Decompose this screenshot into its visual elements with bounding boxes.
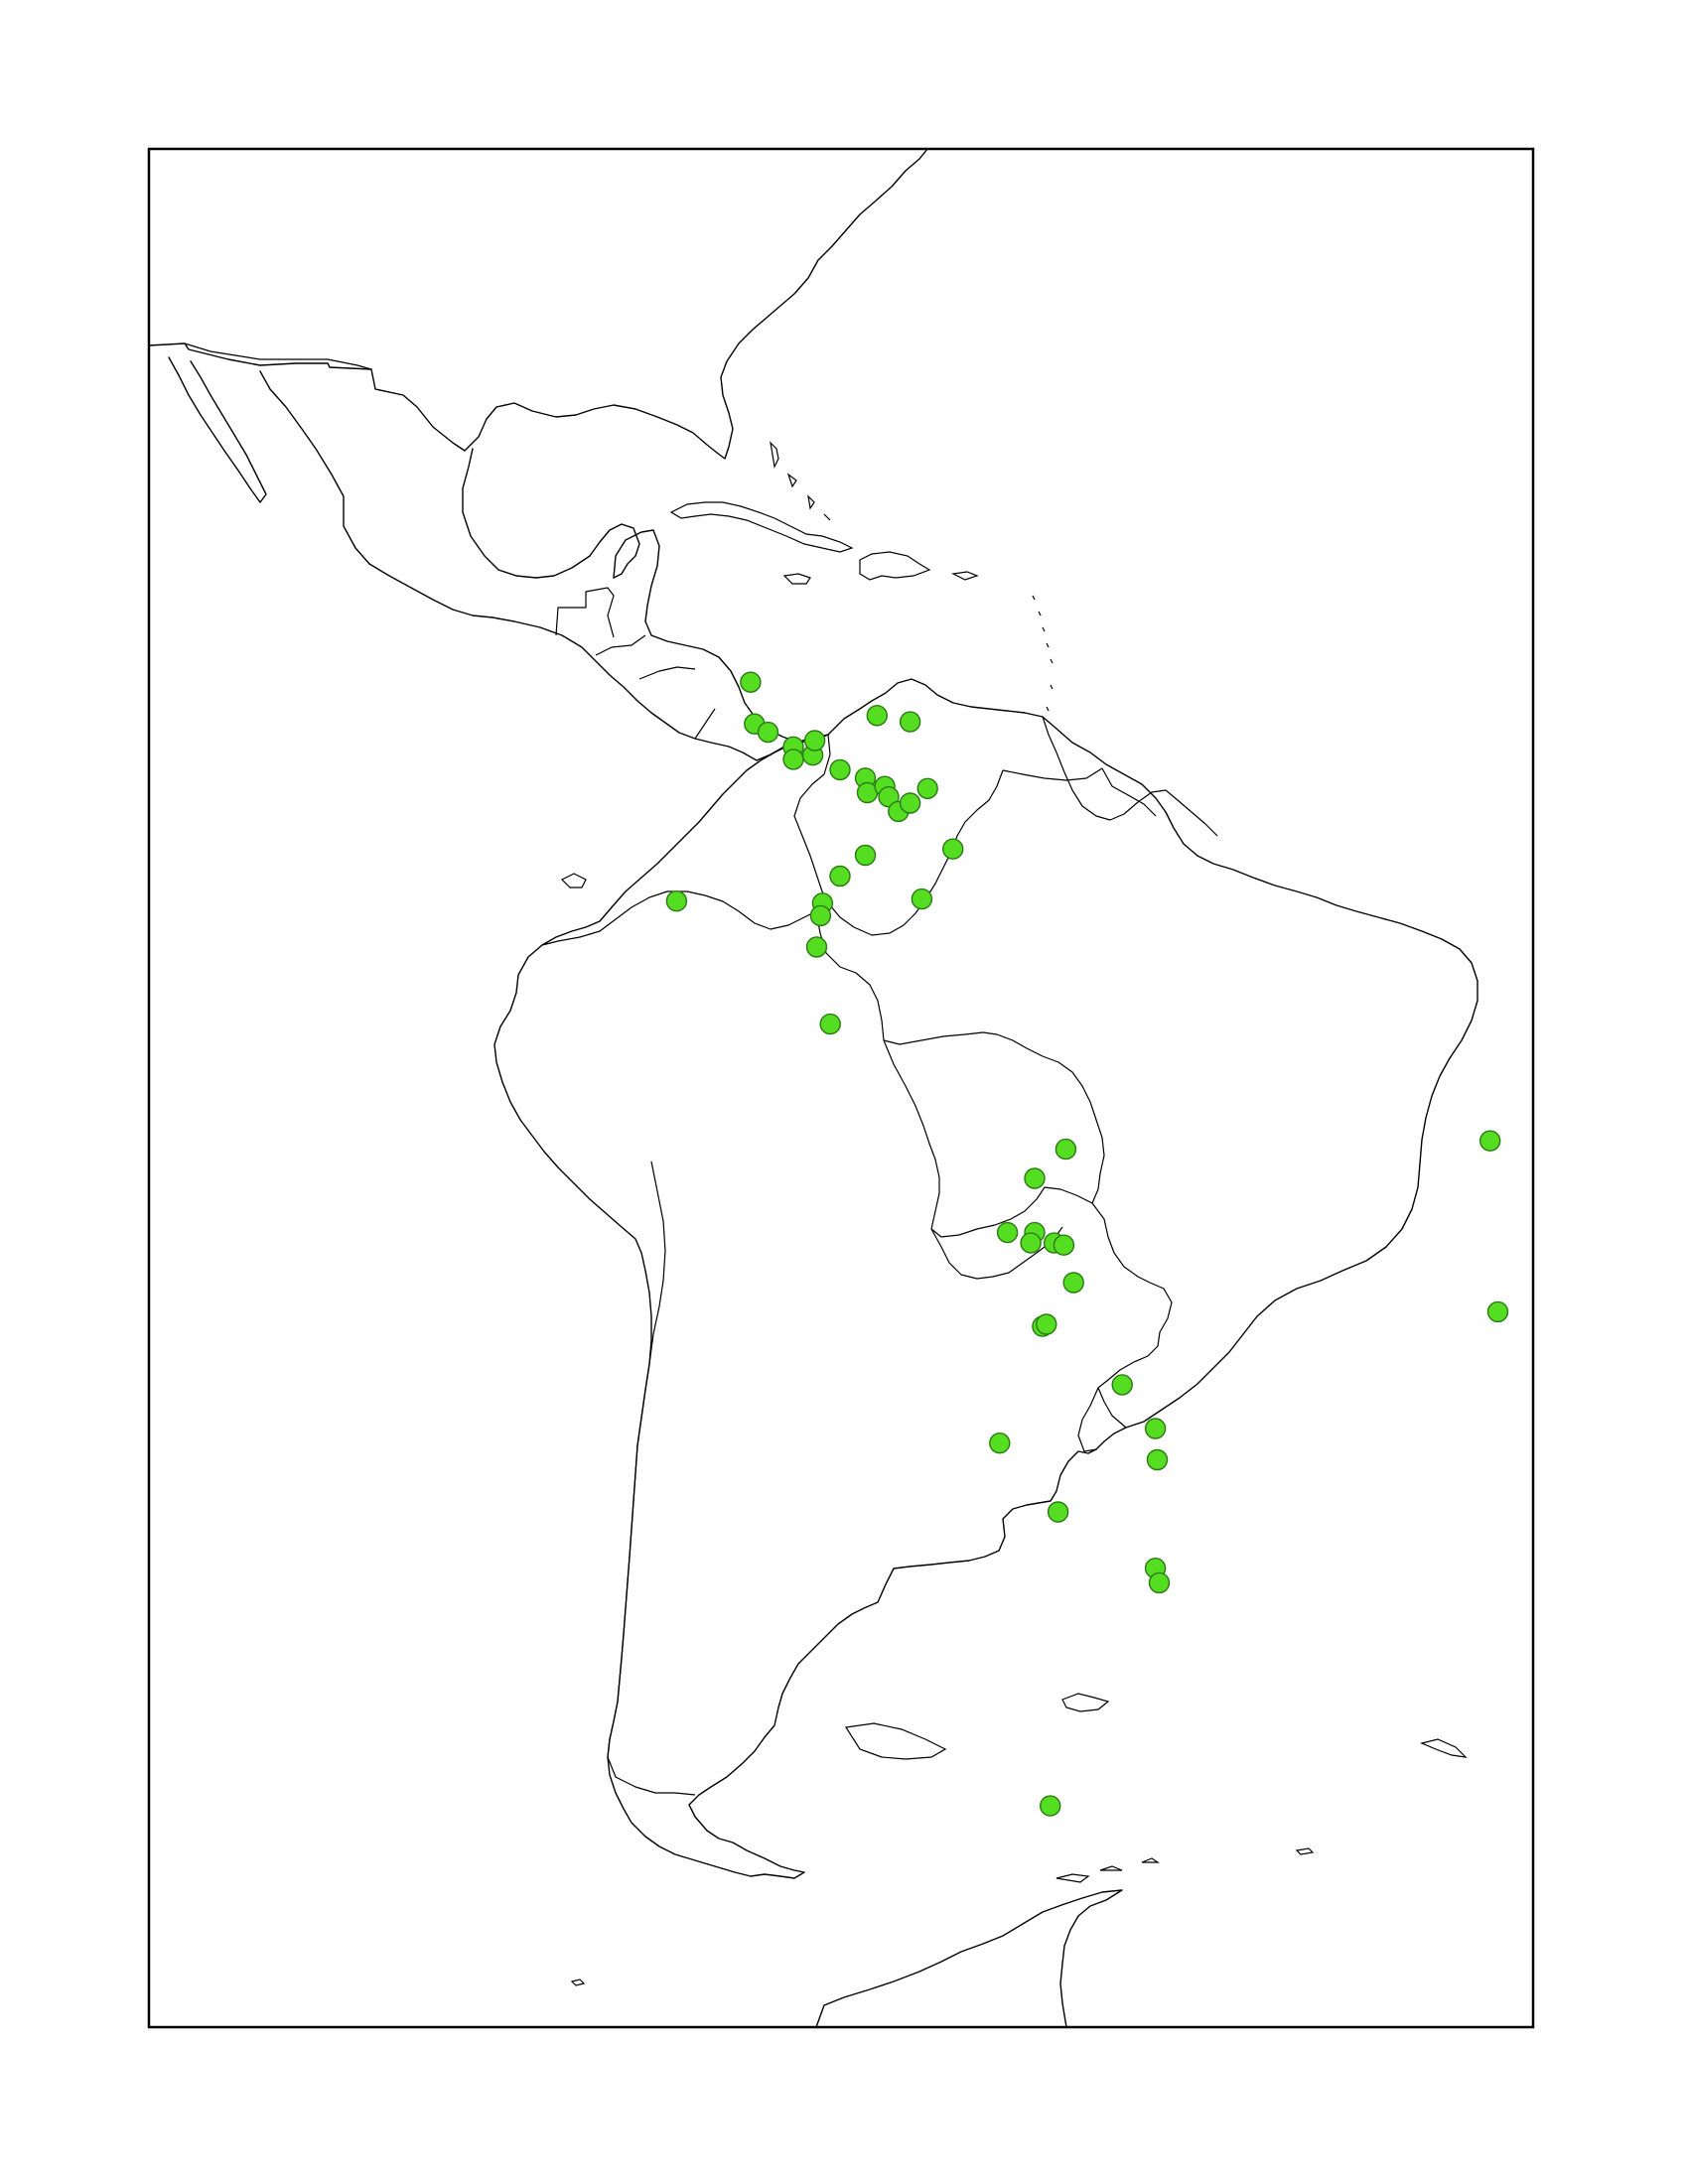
cuba-island [669,501,854,553]
occurrence-point-28 [1024,1167,1046,1189]
us-mexico-border [184,342,372,370]
occurrence-point-36 [1036,1313,1057,1335]
gulf-of-mexico-coastline [462,448,640,579]
occurrence-point-25 [819,1013,841,1035]
landmass-outlines [148,148,1478,2028]
occurrence-point-10 [899,711,921,733]
occurrence-point-44 [1039,1795,1061,1817]
occurrence-point-43 [1148,1571,1171,1594]
occurrence-point-5 [782,749,804,770]
occurrence-point-29 [996,1221,1019,1244]
occurrence-point-38 [1144,1418,1167,1439]
occurrence-point-19 [911,887,933,910]
baja-california [168,356,267,503]
occurrence-point-27 [1055,1138,1077,1160]
occurrence-point-33 [1053,1234,1075,1256]
occurrence-point-17 [916,777,938,799]
bahamas-islands [770,441,831,521]
occurrence-point-16 [899,792,921,814]
occurrence-point-37 [1111,1374,1133,1396]
occurrence-point-14 [878,786,900,808]
mexico-pacific-coast [259,370,785,761]
south-america-coastline [493,678,1478,1879]
occurrence-point-39 [1146,1448,1169,1471]
jamaica-island [782,573,811,585]
occurrence-point-26 [665,890,688,912]
occurrence-point-1 [740,671,762,693]
occurrence-point-41 [1047,1501,1069,1523]
occurrence-point-45 [1478,1130,1501,1152]
occurrence-point-20 [854,844,877,867]
occurrence-point-46 [1486,1300,1509,1323]
lesser-antilles [1032,595,1054,712]
south-america-borders [541,716,1218,1796]
occurrence-point-9 [866,705,888,727]
map-border-frame [147,147,1535,2029]
puerto-rico-island [951,571,979,581]
occurrence-point-8 [829,758,851,781]
south-shetland-islands [1055,1857,1160,1883]
yucatan-central-america-caribbean [613,529,829,744]
tierra-del-fuego [844,1722,947,1760]
occurrence-point-31 [1020,1232,1042,1254]
occurrence-point-24 [805,936,828,958]
occurrence-point-21 [829,865,851,887]
north-america-coastline [148,148,928,460]
occurrence-point-7 [803,730,826,751]
occurrence-point-34 [1062,1272,1084,1294]
falkland-islands [1061,1693,1110,1712]
peter-i-island [570,1979,586,1986]
occurrence-point-40 [989,1432,1011,1454]
central-america-borders [555,587,716,740]
galapagos-islands [560,873,587,888]
hispaniola-island [859,551,931,581]
occurrence-points [665,671,1509,1817]
antarctic-peninsula [815,1889,1123,2028]
occurrence-point-18 [942,838,964,860]
south-georgia-island [1420,1738,1468,1758]
occurrence-point-23 [809,904,832,927]
south-orkney-islands [1295,1847,1315,1855]
occurrence-point-3 [757,721,779,744]
